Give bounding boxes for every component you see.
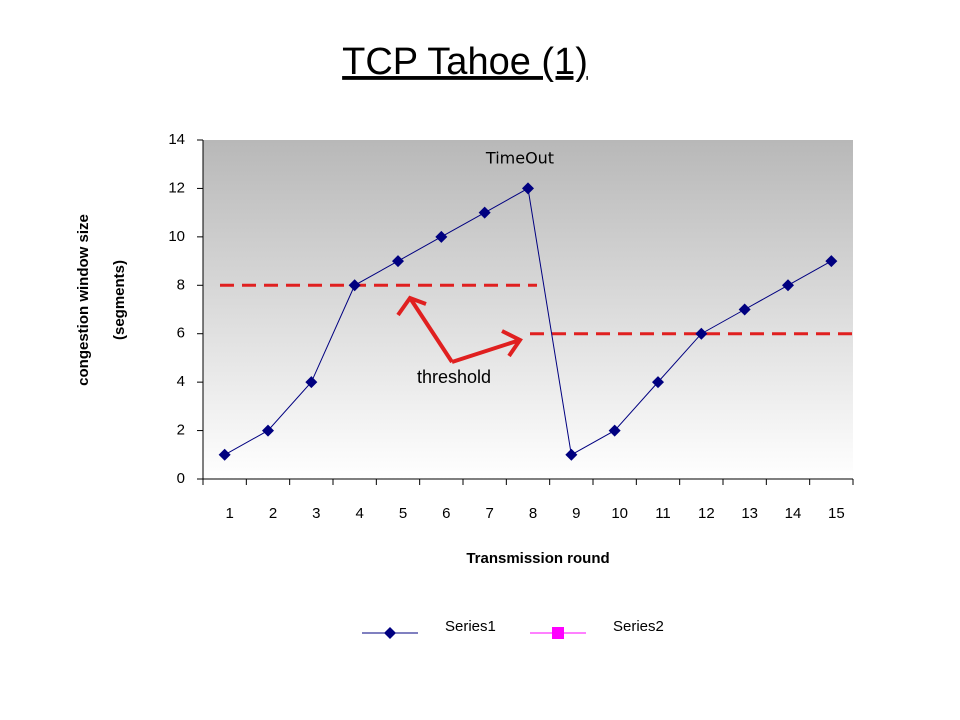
y-tick-label: 4 <box>177 373 185 390</box>
threshold-label: threshold <box>417 367 491 387</box>
y-tick-label: 10 <box>168 228 185 245</box>
x-tick-label: 14 <box>785 505 802 522</box>
data-point <box>695 327 708 340</box>
x-tick-label: 4 <box>355 505 363 522</box>
data-point <box>782 279 794 292</box>
x-tick-label: 2 <box>269 505 277 522</box>
x-tick-label: 13 <box>741 505 758 522</box>
chart-title: TCP Tahoe (1) <box>342 41 588 83</box>
y-tick-label: 0 <box>177 470 185 487</box>
x-tick-label: 15 <box>828 505 845 522</box>
data-point <box>738 303 751 316</box>
y-tick-label: 14 <box>168 131 185 148</box>
y-tick-label: 8 <box>177 276 185 293</box>
x-tick-label: 3 <box>312 505 320 522</box>
arrow <box>396 295 454 364</box>
data-point <box>652 376 664 389</box>
x-axis-label: Transmission round <box>466 550 609 567</box>
data-point <box>478 206 491 219</box>
data-point <box>348 279 361 292</box>
x-tick-label: 5 <box>399 505 407 522</box>
arrow <box>451 329 523 364</box>
timeout-label: TimeOut <box>485 149 554 168</box>
legend-marker <box>552 627 564 639</box>
x-tick-label: 11 <box>655 505 671 522</box>
data-point <box>522 182 534 195</box>
y-tick-label: 2 <box>177 422 185 439</box>
legend-label: Series1 <box>445 618 496 635</box>
y-axis-label: congestion window size <box>75 214 92 386</box>
data-point <box>435 230 448 243</box>
x-tick-label: 12 <box>698 505 715 522</box>
data-point <box>608 424 621 437</box>
x-tick-label: 1 <box>225 505 233 522</box>
data-point <box>392 255 404 268</box>
x-tick-label: 7 <box>485 505 493 522</box>
x-tick-label: 9 <box>572 505 580 522</box>
data-point <box>218 448 231 461</box>
x-tick-label: 10 <box>611 505 628 522</box>
legend-marker <box>384 627 396 639</box>
data-point <box>565 448 578 461</box>
data-point <box>305 376 318 389</box>
y-tick-label: 12 <box>168 179 185 196</box>
x-tick-label: 6 <box>442 505 450 522</box>
data-point <box>825 255 838 268</box>
y-axis-label: (segments) <box>111 260 128 340</box>
data-point <box>262 424 274 437</box>
legend-label: Series2 <box>613 618 664 635</box>
x-tick-label: 8 <box>529 505 537 522</box>
y-tick-label: 6 <box>177 325 185 342</box>
